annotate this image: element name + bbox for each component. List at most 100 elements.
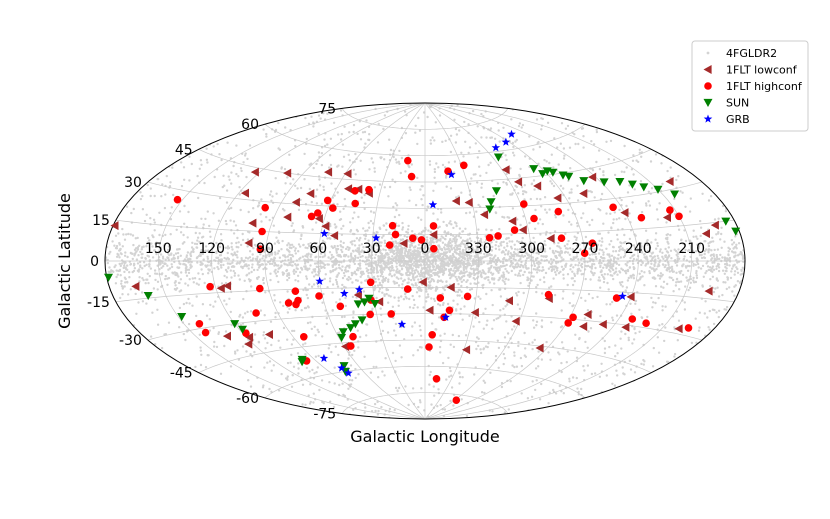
lowconf-point: [399, 238, 408, 248]
grb-point: [491, 143, 501, 152]
parallel-line: [341, 108, 509, 130]
legend-entry: 4FGLDR2: [726, 47, 777, 60]
highconf-point: [388, 221, 397, 230]
lowconf-point: [429, 230, 438, 240]
legend: 4FGLDR2 1FLT lowconf 1FLT highconf SUN GRB: [691, 40, 809, 132]
sun-point: [360, 298, 369, 307]
lowconf-point: [626, 292, 635, 302]
legend-marker: [703, 98, 713, 107]
highconf-point: [329, 204, 337, 212]
lowconf-point: [518, 225, 527, 235]
sun-point: [721, 217, 731, 226]
lowconf-point: [701, 229, 710, 239]
lowconf-point: [264, 330, 273, 339]
legend-entry: 1FLT highconf: [726, 80, 803, 93]
lowconf-point: [480, 210, 489, 220]
highconf-point: [675, 212, 683, 221]
lowconf-point: [248, 218, 257, 228]
sun-point: [177, 313, 187, 322]
lowconf-point: [588, 172, 597, 182]
y-axis-label: Galactic Latitude: [55, 193, 74, 329]
lowconf-point: [464, 198, 473, 207]
highconf-point: [256, 245, 265, 253]
sun-point: [670, 190, 680, 199]
highconf-point: [403, 285, 412, 293]
highconf-point: [637, 213, 646, 222]
sun-point: [350, 320, 360, 329]
longitude-tick-label: 330: [465, 241, 492, 257]
lowconf-point: [283, 168, 292, 178]
highconf-point: [365, 185, 373, 194]
legend-entry: GRB: [726, 113, 750, 126]
lowconf-point: [674, 324, 683, 334]
highconf-point: [666, 206, 674, 214]
highconf-point: [366, 310, 375, 319]
highconf-point: [252, 309, 260, 317]
lowconf-point: [553, 193, 562, 203]
latitude-tick-label: -75: [313, 407, 336, 423]
parallel-line: [198, 148, 652, 183]
highconf-point: [315, 292, 323, 300]
highconf-point: [349, 332, 357, 341]
highconf-point: [336, 302, 345, 311]
highconf-point: [628, 315, 637, 323]
highconf-point: [557, 234, 566, 242]
latitude-tick-label: -45: [170, 366, 193, 382]
highconf-point: [564, 319, 572, 327]
lowconf-point: [375, 297, 384, 307]
highconf-point: [444, 167, 452, 175]
lowconf-point: [704, 286, 713, 296]
lowconf-point: [514, 177, 523, 187]
highconf-point: [588, 239, 597, 247]
lowconf-point: [418, 277, 427, 287]
highconf-point: [291, 287, 300, 296]
longitude-tick-label: 30: [363, 241, 381, 257]
grb-point: [320, 229, 329, 238]
highconf-point: [428, 331, 437, 339]
parallel-line: [115, 219, 735, 236]
legend-marker: [703, 114, 713, 123]
lowconf-point: [222, 331, 231, 341]
sun-point: [297, 358, 307, 367]
lowconf-point: [621, 322, 630, 332]
lowconf-point: [504, 296, 513, 306]
highconf-point: [351, 199, 360, 208]
coordinate-grid: [104, 102, 746, 420]
lowconf-point: [245, 332, 254, 342]
highconf-point: [404, 156, 412, 165]
lowconf-point: [579, 322, 588, 331]
highconf-point: [510, 226, 519, 234]
lowconf-point: [511, 316, 520, 326]
highconf-point: [387, 310, 396, 318]
grb-point: [355, 285, 364, 294]
latitude-tick-label: 45: [175, 142, 193, 158]
sun-point: [357, 316, 367, 325]
sun-point: [548, 168, 558, 177]
parallel-line: [147, 181, 703, 209]
lowconf-point: [223, 281, 232, 291]
sun-point: [143, 292, 153, 301]
latitude-tick-label: -30: [119, 333, 142, 349]
lowconf-point: [131, 281, 140, 291]
grb-point: [441, 312, 450, 321]
lowconf-point: [579, 189, 588, 198]
highconf-point: [530, 214, 538, 223]
highconf-point: [292, 300, 300, 309]
sun-point: [579, 177, 589, 186]
lowconf-point: [330, 231, 339, 241]
sun-point: [639, 183, 649, 192]
sun-point: [627, 180, 637, 189]
grb-point: [447, 170, 456, 179]
highconf-point: [580, 249, 589, 257]
latitude-tick-label: 30: [124, 175, 142, 191]
grb-point: [337, 363, 346, 372]
highconf-point: [206, 282, 214, 291]
highconf-point: [284, 299, 293, 307]
legend-marker: [703, 65, 712, 74]
grb-point: [371, 233, 381, 242]
sun-point: [485, 205, 495, 214]
grb-point: [501, 137, 511, 146]
longitude-tick-label: 0: [421, 241, 430, 257]
highconf-point: [242, 329, 250, 338]
lowconf-point: [244, 238, 253, 248]
